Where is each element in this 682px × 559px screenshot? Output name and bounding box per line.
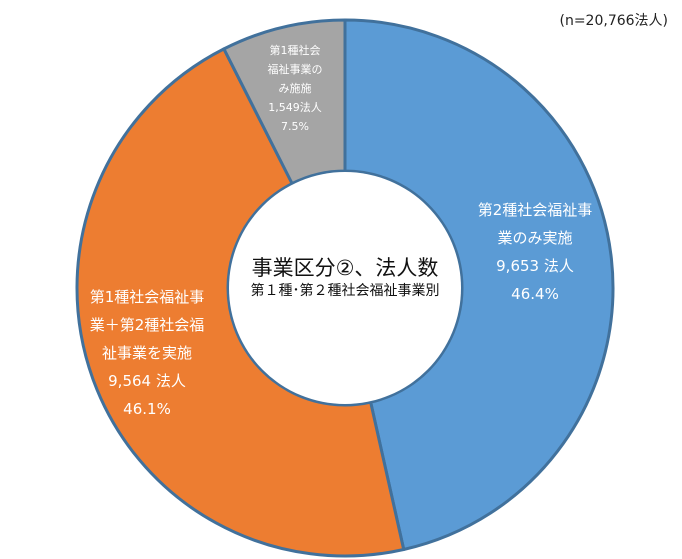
slice-label-line: 第1種社会	[269, 44, 321, 57]
slice-label-line: 9,564 法人	[108, 372, 186, 390]
chart-center-title: 事業区分②、法人数 第１種･第２種社会福祉事業別	[200, 255, 490, 301]
slice-label-type1-only: 第1種社会 福祉事業の み施施 1,549法人 7.5%	[250, 41, 340, 136]
slice-type1-and-type2	[75, 47, 406, 558]
slice-label-line: 7.5%	[281, 120, 309, 133]
slice-label-line: み施施	[278, 82, 312, 95]
slice-label-line: 1,549法人	[268, 101, 322, 114]
donut-hole	[229, 172, 461, 404]
slice-label-line: 福祉事業の	[267, 63, 323, 76]
slice-type1-only	[222, 18, 347, 186]
slice-label-line: 第1種社会福祉事	[89, 288, 205, 306]
slice-label-line: 業のみ実施	[497, 229, 573, 247]
slice-type2-only	[343, 18, 615, 551]
slice-label-line: 祉事業を実施	[101, 344, 192, 362]
sample-size-note: (n=20,766法人)	[559, 13, 668, 29]
slice-label-line: 46.1%	[123, 400, 171, 418]
slice-label-type1-and-type2: 第1種社会福祉事 業＋第2種社会福 祉事業を実施 9,564 法人 46.1%	[72, 283, 222, 423]
slice-label-line: 9,653 法人	[496, 257, 574, 275]
slice-label-type2-only: 第2種社会福祉事 業のみ実施 9,653 法人 46.4%	[460, 196, 610, 308]
slice-label-line: 業＋第2種社会福	[89, 316, 205, 334]
slice-label-line: 第2種社会福祉事	[477, 201, 593, 219]
center-title-main: 事業区分②、法人数	[251, 256, 439, 280]
slice-label-line: 46.4%	[511, 285, 559, 303]
center-title-sub: 第１種･第２種社会福祉事業別	[250, 283, 440, 299]
